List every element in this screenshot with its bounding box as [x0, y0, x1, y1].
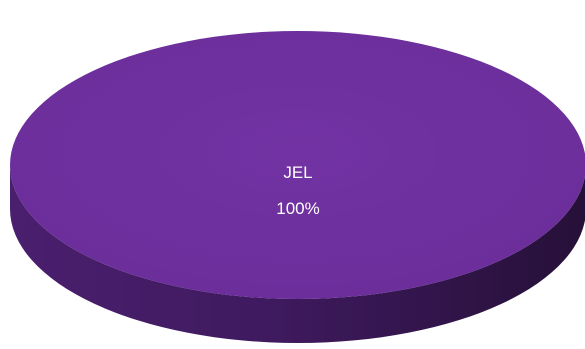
slice-percent-label: 100% [276, 199, 319, 218]
slice-category-label: JEL [283, 163, 312, 182]
pie-slice-side [10, 165, 585, 343]
pie-slice-jel [10, 31, 585, 299]
